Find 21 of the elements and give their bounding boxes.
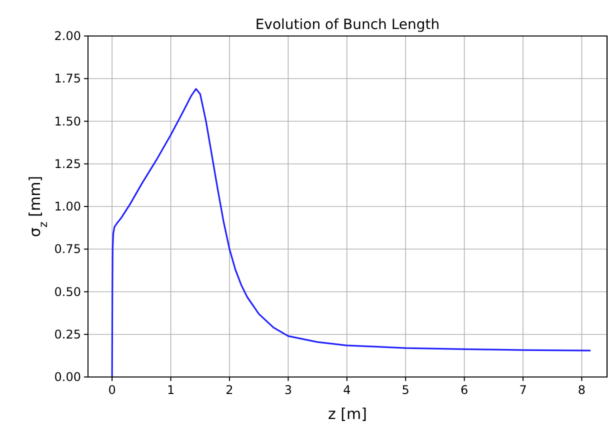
x-tick-label: 7 xyxy=(519,383,527,397)
y-tick-label: 0.75 xyxy=(54,242,81,256)
y-tick-label: 1.00 xyxy=(54,200,81,214)
y-tick-label: 1.25 xyxy=(54,156,81,171)
x-tick-label: 0 xyxy=(108,383,116,397)
x-tick-label: 8 xyxy=(578,383,586,397)
x-axis-title: z [m] xyxy=(328,405,367,423)
x-tick-label: 2 xyxy=(226,383,234,397)
x-tick-label: 3 xyxy=(284,383,292,397)
y-tick-label: 1.50 xyxy=(54,114,81,128)
x-tick-label: 6 xyxy=(460,383,468,397)
y-tick-label: 1.75 xyxy=(54,72,81,86)
y-tick-label: 0.00 xyxy=(54,370,81,384)
chart-title: Evolution of Bunch Length xyxy=(255,17,440,33)
y-tick-label: 0.50 xyxy=(54,284,81,299)
x-tick-label: 5 xyxy=(402,383,410,397)
y-tick-label: 0.25 xyxy=(54,327,81,342)
x-tick-label: 4 xyxy=(343,383,351,397)
x-tick-label: 1 xyxy=(166,383,175,397)
y-tick-label: 2.00 xyxy=(54,29,81,43)
line-series xyxy=(111,88,592,378)
